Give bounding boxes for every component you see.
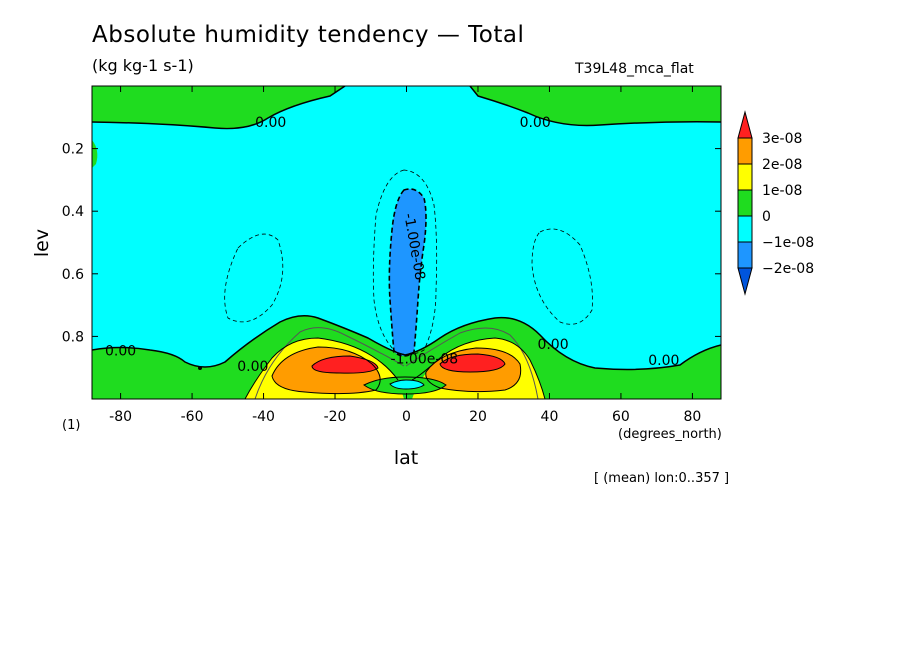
field-red-right: [440, 354, 505, 372]
field-green-top-right: [470, 86, 721, 126]
x-axis-title: lat: [394, 447, 418, 469]
colorbar: 3e-08 2e-08 1e-08 0 −1e-08 −2e-08: [737, 110, 814, 296]
contour-label: 0.00: [520, 115, 551, 131]
chart-title: Absolute humidity tendency — Total: [92, 22, 525, 48]
contour-fill: [92, 86, 721, 399]
y-tick-label: 0.4: [62, 204, 84, 220]
x-tick-label: 20: [469, 409, 487, 425]
x-tick-label: -40: [252, 409, 275, 425]
contour-neg-left-oval: [224, 233, 284, 323]
contour-neg-right-oval: [531, 228, 593, 325]
y-axis: 0.2 0.4 0.6 0.8: [62, 142, 721, 345]
x-tick-label: 80: [683, 409, 701, 425]
contour-neg-1e-8: [388, 188, 427, 357]
field-green-bottom: [92, 315, 721, 399]
x-tick-label: -80: [109, 409, 132, 425]
field-red-left: [312, 356, 378, 374]
chart-units: (kg kg-1 s-1): [92, 56, 194, 75]
colorbar-label: 1e-08: [762, 183, 802, 199]
colorbar-label: 2e-08: [762, 157, 802, 173]
contour-zero-top-right: [469, 86, 721, 127]
contour-orange-right: [425, 347, 522, 393]
colorbar-arrow-bottom: [737, 267, 753, 296]
y-tick-label: 0.6: [62, 267, 84, 283]
y-axis-title: lev: [31, 229, 53, 257]
contour-dot: [198, 366, 202, 370]
contour-neg-outer: [372, 169, 438, 355]
colorbar-segment: [737, 215, 753, 243]
y-axis-unit: (1): [62, 418, 80, 433]
contour-label: -1.00e-08: [391, 351, 459, 367]
colorbar-segment: [737, 137, 753, 165]
y-tick-label: 0.8: [62, 329, 84, 345]
x-tick-label: 60: [612, 409, 630, 425]
x-tick-label: -20: [324, 409, 347, 425]
experiment-name: T39L48_mca_flat: [575, 61, 694, 77]
contour-red-right: [439, 353, 506, 373]
contour-yellow-left: [244, 337, 399, 399]
colorbar-label: 0: [762, 209, 771, 225]
contour-red-left: [311, 355, 379, 374]
x-tick-label: -60: [181, 409, 204, 425]
contour-equator-inner: [389, 379, 425, 390]
colorbar-segment: [737, 241, 753, 269]
field-green-top-left: [92, 86, 345, 129]
x-tick-label: 0: [402, 409, 411, 425]
contour-label: 0.00: [237, 359, 268, 375]
x-tick-label: 40: [541, 409, 559, 425]
contour-label: 0.00: [648, 353, 679, 369]
y-tick-label: 0.2: [62, 142, 84, 158]
contour-label: 0.00: [537, 337, 568, 353]
colorbar-label: −1e-08: [762, 235, 814, 251]
x-axis-unit: (degrees_north): [618, 427, 722, 442]
contour-label: 0.00: [105, 343, 136, 359]
field-cyan-equator: [390, 380, 424, 389]
colorbar-arrow-top: [737, 110, 753, 139]
contour-inner-left: [254, 327, 405, 399]
colorbar-label: 3e-08: [762, 131, 802, 147]
contour-lines: [92, 86, 721, 399]
field-green-left-edge: [92, 140, 98, 168]
contour-inner-right: [405, 327, 539, 399]
colorbar-segment: [737, 189, 753, 217]
mean-note: [ (mean) lon:0..357 ]: [594, 471, 729, 486]
x-axis: -80 -60 -40 -20 0 20 40 60 80: [109, 86, 701, 425]
contour-equator-outer: [363, 376, 447, 395]
colorbar-label: −2e-08: [762, 261, 814, 277]
contour-label: 0.00: [255, 115, 286, 131]
colorbar-segment: [737, 163, 753, 191]
contour-zero-top-left: [92, 86, 346, 130]
